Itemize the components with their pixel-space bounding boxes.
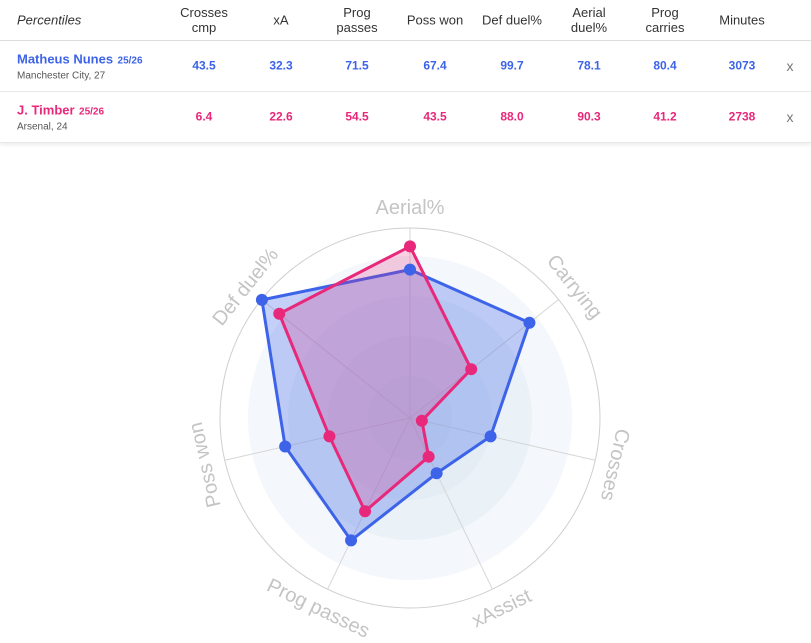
header-label: Crosses cmp xyxy=(180,5,228,35)
player-info: J. Timber 25/26 Arsenal, 24 xyxy=(17,102,104,133)
value-cell: 99.7 xyxy=(500,58,524,73)
header-label: Minutes xyxy=(719,12,765,28)
value-cell: 2738 xyxy=(728,109,756,124)
data-point xyxy=(430,467,443,480)
value-cell: 3073 xyxy=(728,58,756,73)
value-cell: 67.4 xyxy=(423,58,447,73)
value-cell: 71.5 xyxy=(345,58,369,73)
value-cell: 80.4 xyxy=(653,58,677,73)
season: 25/26 xyxy=(79,106,105,118)
remove-button[interactable]: x xyxy=(786,109,794,125)
value-cell: 78.1 xyxy=(577,58,601,73)
season: 25/26 xyxy=(117,55,143,67)
data-point xyxy=(273,307,286,320)
comparison-table: Percentiles Crosses cmp xA Prog passes Poss … xyxy=(0,0,811,143)
data-point xyxy=(415,414,428,427)
data-point xyxy=(359,505,372,518)
data-point xyxy=(465,363,478,376)
data-point xyxy=(523,316,536,329)
data-point xyxy=(422,450,435,463)
player-info: Matheus Nunes 25/26 Manchester City, 27 xyxy=(17,51,143,82)
header-label: Prog passes xyxy=(336,5,378,35)
player-row: J. Timber 25/26 Arsenal, 24 6.4 22.6 54.5 43.… xyxy=(0,92,811,143)
data-point xyxy=(279,440,292,453)
header-label: Poss won xyxy=(406,12,464,28)
series-area xyxy=(277,244,473,513)
data-point xyxy=(404,263,416,276)
axis-label: Aerial% xyxy=(376,197,445,219)
player-line: J. Timber 25/26 xyxy=(17,102,104,120)
data-point xyxy=(404,240,416,253)
value-cell: 6.4 xyxy=(195,109,213,124)
data-point xyxy=(345,534,358,547)
player-line: Matheus Nunes 25/26 xyxy=(17,51,143,69)
value-cell: 22.6 xyxy=(269,109,293,124)
header-label: xA xyxy=(273,12,289,28)
spoke xyxy=(327,417,411,590)
spoke xyxy=(409,417,493,590)
value-cell: 43.5 xyxy=(192,58,216,73)
axis-label: Crosses xyxy=(596,427,634,503)
header-label: Def duel% xyxy=(482,12,542,28)
header-label: Aerial duel% xyxy=(570,5,608,35)
value-cell: 90.3 xyxy=(577,109,601,124)
value-cell: 54.5 xyxy=(345,109,369,124)
value-cell: 32.3 xyxy=(269,58,293,73)
value-cell: 43.5 xyxy=(423,109,447,124)
data-point xyxy=(323,430,336,443)
value-cell: 88.0 xyxy=(500,109,524,124)
player-row: Matheus Nunes 25/26 Manchester City, 27 43… xyxy=(0,41,811,92)
player-name: J. Timber xyxy=(17,102,75,118)
data-point xyxy=(255,293,268,306)
data-point xyxy=(484,430,497,443)
club: Manchester City, 27 xyxy=(17,70,106,82)
header-label: Percentiles xyxy=(17,12,82,28)
spoke xyxy=(409,417,596,461)
series-area xyxy=(260,268,531,542)
player-name: Matheus Nunes xyxy=(17,51,114,67)
club: Arsenal, 24 xyxy=(17,121,68,133)
header-label: Prog carries xyxy=(645,5,685,35)
spoke xyxy=(224,417,411,461)
spoke xyxy=(261,299,411,419)
axis-label: Poss won xyxy=(185,420,226,509)
remove-button[interactable]: x xyxy=(786,58,794,74)
value-cell: 41.2 xyxy=(653,109,677,124)
header-row: Percentiles Crosses cmp xA Prog passes Poss … xyxy=(0,0,811,41)
